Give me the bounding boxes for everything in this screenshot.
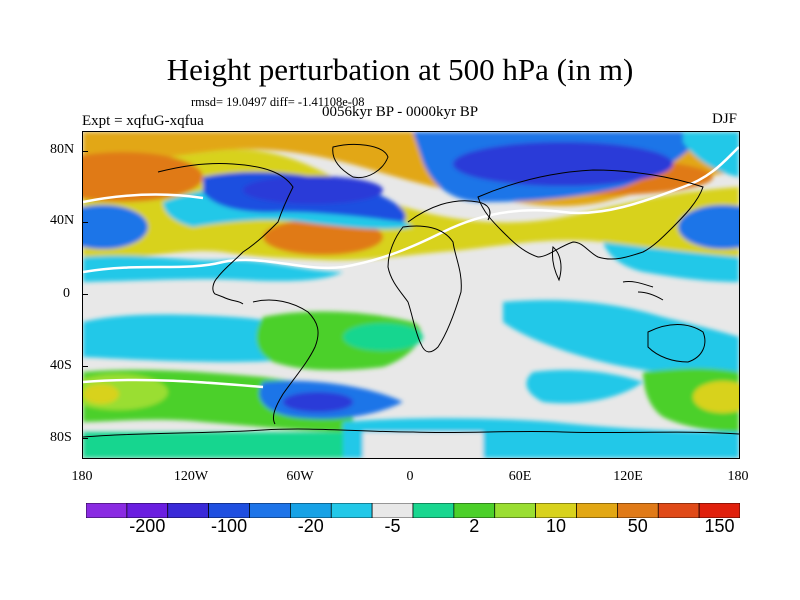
stats-line: rmsd= 19.0497 diff= -1.41108e-08 [191, 95, 365, 109]
pacific-orange-core [83, 152, 203, 202]
colorbar-label: 150 [704, 516, 735, 536]
lat-label-0: 0 [63, 286, 70, 301]
so-orange-e [693, 381, 739, 413]
colorbar-swatch [657, 503, 700, 518]
lon-label-120w: 120W [173, 469, 209, 484]
coastlines [83, 143, 739, 438]
colorbar [86, 503, 740, 518]
colorbar-label: -100 [211, 516, 248, 536]
australia-outline [647, 324, 706, 363]
polar-south-neutral [363, 432, 483, 458]
tick-eq [82, 294, 88, 295]
lat-label-40s: 40S [50, 358, 72, 373]
asia-outline [477, 169, 704, 260]
colorbar-label: -20 [297, 516, 324, 536]
lat-label-80n: 80N [50, 142, 75, 157]
nh-core-trough [243, 176, 383, 204]
tick-80s [82, 438, 88, 439]
tick-40n [82, 222, 88, 223]
lon-label-180w: 180 [71, 469, 93, 484]
north-america-outline [157, 163, 294, 305]
south-america-outline [252, 299, 319, 425]
lon-label-0: 0 [406, 469, 414, 484]
lat-label-40n: 40N [50, 213, 75, 228]
colorbar-swatch [494, 503, 536, 518]
contour-fields [83, 132, 739, 458]
india-outline [552, 246, 562, 282]
height-anomaly-map [83, 132, 739, 458]
colorbar-swatch [86, 503, 128, 518]
lon-label-60e: 60E [508, 469, 532, 484]
eurasia-core [453, 142, 673, 186]
africa-outline [387, 225, 462, 353]
so-yellow-core [83, 384, 119, 404]
europe-orange-core [263, 219, 383, 255]
tropics-cyan-e [603, 242, 739, 282]
season-label: DJF [712, 111, 738, 127]
indian-cyan [526, 370, 643, 404]
lat-label-80s: 80S [50, 430, 72, 445]
tropics-cyan-n [83, 255, 343, 282]
lon-label-180e: 180 [727, 469, 749, 484]
pacific-trough [683, 132, 739, 177]
w-pacific-low [83, 205, 148, 249]
lon-label-120e: 120E [613, 469, 643, 484]
tick-80n [82, 151, 88, 152]
colorbar-swatch [249, 503, 291, 518]
period-label: 0056kyr BP - 0000kyr BP [322, 104, 479, 120]
europe-outline [407, 200, 491, 223]
antarctica-outline [83, 428, 739, 438]
colorbar-label: 50 [627, 516, 648, 536]
colorbar-label: -5 [384, 516, 401, 536]
colorbar-label: 10 [546, 516, 567, 536]
tick-40s [82, 366, 88, 367]
atlantic-mint [343, 323, 423, 351]
sh-cyan-belt-e [503, 300, 739, 374]
colorbar-swatch [576, 503, 618, 518]
colorbar-swatch [167, 503, 209, 518]
colorbar-swatch [698, 503, 740, 518]
colorbar-label: -200 [129, 516, 166, 536]
antarctic-core [283, 392, 353, 412]
colorbar-swatch [412, 503, 455, 518]
colorbar-swatch [330, 503, 373, 518]
map-panel [82, 131, 740, 459]
polar-south-mint [83, 432, 343, 458]
map-title: Height perturbation at 500 hPa (in m) [166, 52, 634, 87]
e-pacific-low [678, 205, 739, 249]
greenland-outline [332, 143, 389, 179]
experiment-label: Expt = xqfuG-xqfua [82, 113, 204, 129]
se-asia-outline [622, 281, 664, 301]
lon-label-60w: 60W [286, 469, 314, 484]
colorbar-label: 2 [469, 516, 480, 536]
